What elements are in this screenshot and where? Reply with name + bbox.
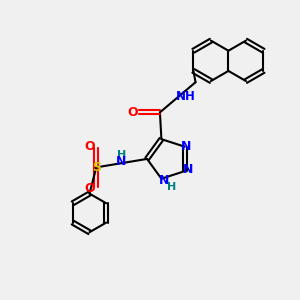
Text: O: O [128, 106, 139, 119]
Text: O: O [85, 182, 95, 195]
Text: N: N [116, 155, 126, 168]
Text: O: O [85, 140, 95, 153]
Text: N: N [181, 140, 191, 153]
Text: S: S [92, 161, 101, 174]
Text: N: N [159, 174, 169, 187]
Text: H: H [117, 150, 126, 160]
Text: NH: NH [176, 90, 196, 103]
Text: H: H [167, 182, 176, 192]
Text: N: N [183, 164, 194, 176]
